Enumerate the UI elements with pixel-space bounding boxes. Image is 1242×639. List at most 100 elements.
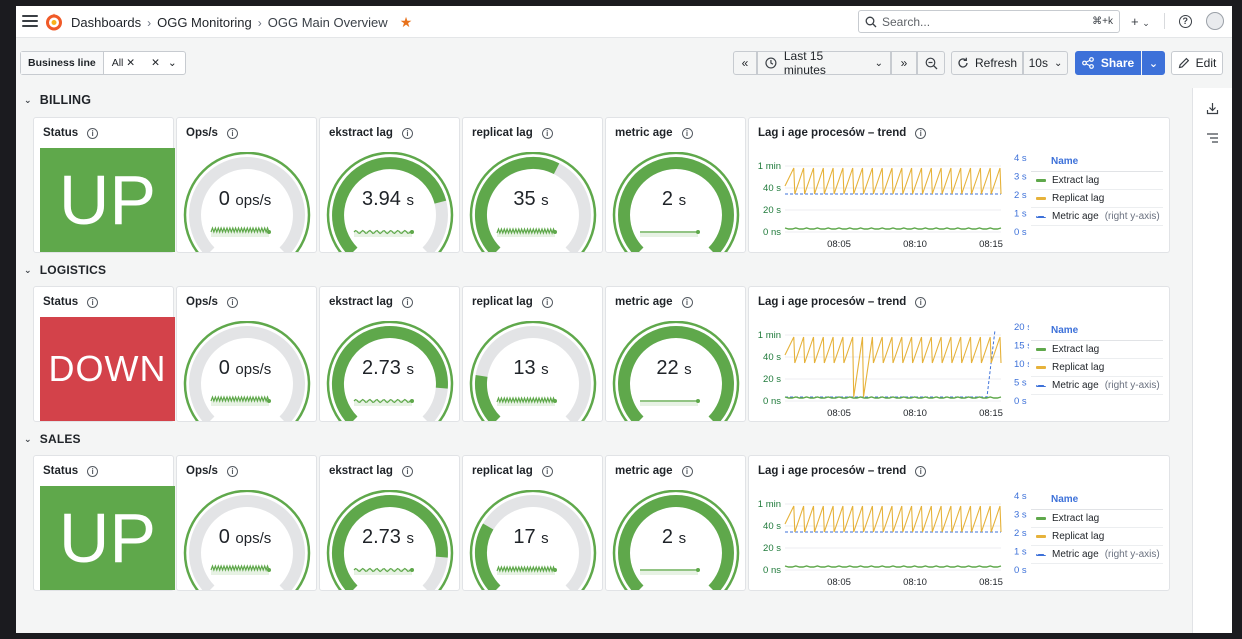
row-header[interactable]: ⌄ SALES [24, 432, 81, 446]
row-header[interactable]: ⌄ BILLING [24, 93, 91, 107]
legend-item[interactable]: Metric age (right y-axis) [1031, 546, 1163, 564]
sparkline-fill [354, 400, 412, 406]
breadcrumb-dashboards[interactable]: Dashboards [71, 15, 142, 30]
legend-label: Extract lag [1052, 175, 1100, 186]
y-tick-right: 5 s [1014, 378, 1027, 389]
info-icon[interactable]: i [401, 465, 413, 477]
info-icon[interactable]: i [915, 127, 927, 139]
panel-extract[interactable]: ekstract lag i 2.73 s [319, 455, 460, 591]
info-icon[interactable]: i [401, 296, 413, 308]
panel-metric[interactable]: metric age i 22 s [605, 286, 746, 422]
chevron-down-icon[interactable]: ⌄ [24, 264, 32, 275]
gauge-value: 17 s [463, 526, 599, 549]
panel-ops[interactable]: Ops/s i 0 ops/s [176, 117, 317, 253]
edit-button[interactable]: Edit [1171, 51, 1223, 75]
chevron-down-icon[interactable]: ⌄ [24, 94, 32, 105]
star-icon[interactable]: ★ [399, 14, 413, 30]
info-icon[interactable]: i [226, 127, 238, 139]
chevron-down-icon[interactable]: ⌄ [24, 433, 32, 444]
panel-status[interactable]: Status i UP [33, 117, 175, 253]
y-tick-right: 4 s [1014, 491, 1027, 502]
legend-item[interactable]: Replicat lag [1031, 528, 1163, 546]
info-icon[interactable]: i [681, 465, 693, 477]
gauge-threshold-arc [183, 321, 311, 421]
panel-metric[interactable]: metric age i 2 s [605, 117, 746, 253]
info-icon[interactable]: i [915, 296, 927, 308]
gauge-threshold-arc [326, 490, 454, 590]
y-tick-left: 1 min [758, 499, 781, 510]
info-icon[interactable]: i [541, 127, 553, 139]
download-icon[interactable] [1206, 102, 1219, 115]
panel-trend[interactable]: Lag i age procesów – trend i 1 min 40 s 20 s… [748, 117, 1170, 253]
panel-status[interactable]: Status i UP [33, 455, 175, 591]
refresh-interval-picker[interactable]: 10s ⌄ [1023, 51, 1068, 75]
chevron-down-icon[interactable]: ⌄ [167, 57, 177, 69]
help-icon[interactable]: ? [1178, 14, 1192, 28]
legend-header[interactable]: Name [1031, 492, 1163, 510]
zoom-out-button[interactable] [917, 51, 945, 75]
row-header[interactable]: ⌄ LOGISTICS [24, 263, 106, 277]
sparkline [353, 567, 413, 573]
refresh-button[interactable]: Refresh [951, 51, 1023, 75]
menu-icon[interactable] [22, 15, 38, 29]
legend-item[interactable]: Extract lag [1031, 341, 1163, 359]
remove-chip-icon[interactable]: ✕ [126, 57, 136, 69]
info-icon[interactable]: i [87, 465, 99, 477]
search-input[interactable]: Search... ⌘+k [858, 10, 1120, 33]
gauge-number: 2.73 [362, 526, 401, 548]
add-new-button[interactable]: + ⌄ [1131, 13, 1150, 29]
info-icon[interactable]: i [401, 127, 413, 139]
panel-trend[interactable]: Lag i age procesów – trend i 1 min 40 s 20 s… [748, 455, 1170, 591]
panel-title: Ops/s i [186, 296, 238, 308]
variable-value-chip[interactable]: All ✕ [112, 57, 135, 69]
legend-item[interactable]: Replicat lag [1031, 190, 1163, 208]
info-icon[interactable]: i [87, 127, 99, 139]
info-icon[interactable]: i [226, 296, 238, 308]
legend-item[interactable]: Metric age (right y-axis) [1031, 208, 1163, 226]
time-picker-button[interactable]: Last 15 minutes ⌄ [757, 49, 891, 77]
info-icon[interactable]: i [87, 296, 99, 308]
info-icon[interactable]: i [681, 127, 693, 139]
avatar[interactable] [1205, 12, 1224, 30]
chart-legend: Name Extract lag Replicat lag Metric age (ri… [1031, 154, 1163, 226]
info-icon[interactable]: i [681, 296, 693, 308]
gauge [326, 490, 454, 590]
sparkline-fill [640, 569, 698, 575]
breadcrumb-folder[interactable]: OGG Monitoring [157, 15, 252, 30]
share-options-button[interactable]: ⌄ [1142, 51, 1165, 75]
panel-status[interactable]: Status i DOWN [33, 286, 175, 422]
double-chevron-right-icon: » [900, 56, 908, 70]
grafana-logo-icon[interactable] [44, 12, 64, 32]
panel-extract[interactable]: ekstract lag i 2.73 s [319, 286, 460, 422]
legend-item[interactable]: Replicat lag [1031, 359, 1163, 377]
trend-chart: 1 min 40 s 20 s 0 ns 20 s 15 s 10 s 5 s 0 s 08:05… [758, 322, 1029, 419]
info-icon[interactable]: i [226, 465, 238, 477]
info-icon[interactable]: i [541, 465, 553, 477]
panel-extract[interactable]: ekstract lag i 3.94 s [319, 117, 460, 253]
share-button[interactable]: Share [1075, 51, 1141, 75]
info-icon[interactable]: i [541, 296, 553, 308]
panel-metric[interactable]: metric age i 2 s [605, 455, 746, 591]
panel-replicat[interactable]: replicat lag i 35 s [462, 117, 603, 253]
panel-replicat[interactable]: replicat lag i 13 s [462, 286, 603, 422]
panel-trend[interactable]: Lag i age procesów – trend i 1 min 40 s 20 s… [748, 286, 1170, 422]
panel-ops[interactable]: Ops/s i 0 ops/s [176, 455, 317, 591]
legend-item[interactable]: Metric age (right y-axis) [1031, 377, 1163, 395]
time-shift-forward-button[interactable]: » [891, 51, 917, 75]
time-shift-back-button[interactable]: « [733, 51, 757, 75]
gauge-value: 3.94 s [320, 188, 456, 211]
legend-item[interactable]: Extract lag [1031, 172, 1163, 190]
legend-item[interactable]: Extract lag [1031, 510, 1163, 528]
outline-list-icon[interactable] [1206, 132, 1219, 144]
panel-replicat[interactable]: replicat lag i 17 s [462, 455, 603, 591]
variable-business-line[interactable]: Business line All ✕ ✕ ⌄ [20, 51, 186, 75]
y-tick-left: 0 ns [763, 396, 781, 407]
clear-icon[interactable]: ✕ [151, 57, 160, 69]
panel-title: Status i [43, 465, 99, 477]
info-icon[interactable]: i [915, 465, 927, 477]
panel-title-text: Status [43, 296, 79, 308]
legend-header[interactable]: Name [1031, 154, 1163, 172]
legend-header[interactable]: Name [1031, 323, 1163, 341]
panel-ops[interactable]: Ops/s i 0 ops/s [176, 286, 317, 422]
sparkline-fill [497, 569, 555, 575]
